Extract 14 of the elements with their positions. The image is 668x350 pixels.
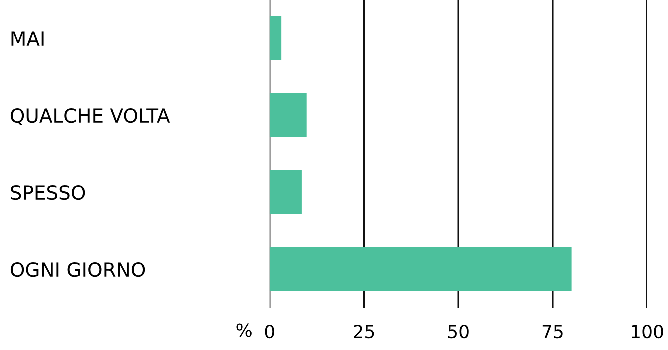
x-tick-label: 75 bbox=[542, 325, 563, 339]
y-tick-label: QUALCHE VOLTA bbox=[10, 108, 170, 126]
bar bbox=[270, 248, 572, 292]
bar bbox=[270, 170, 302, 214]
y-tick-label: MAI bbox=[12, 32, 44, 46]
x-tick-label: 100 bbox=[632, 324, 664, 339]
bar bbox=[270, 16, 282, 60]
bar bbox=[270, 94, 307, 138]
x-axis-title: % bbox=[236, 324, 252, 338]
x-tick-label: 0 bbox=[265, 324, 274, 339]
x-tick-label: 50 bbox=[448, 324, 469, 339]
y-tick-label: SPESSO bbox=[11, 185, 86, 200]
y-tick-label: OGNI GIORNO bbox=[10, 262, 146, 278]
x-tick-label: 25 bbox=[354, 324, 374, 339]
